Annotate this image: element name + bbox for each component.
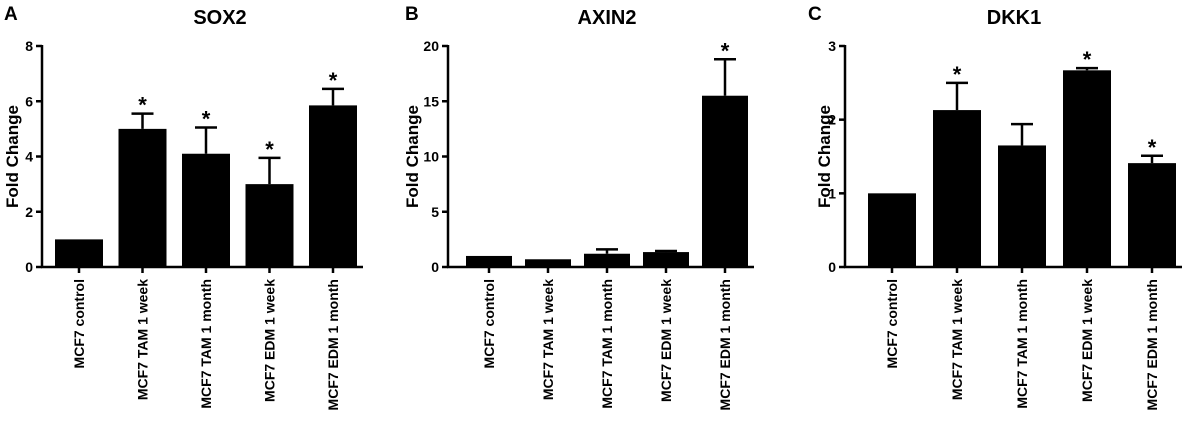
y-tick-label: 2 — [828, 112, 836, 128]
significance-marker: * — [953, 62, 962, 87]
x-tick-label: MCF7 TAM 1 month — [599, 279, 615, 409]
significance-marker: * — [721, 38, 730, 63]
chart-title: DKK1 — [987, 7, 1041, 29]
x-tick-label: MCF7 TAM 1 week — [135, 279, 151, 400]
y-tick-label: 3 — [828, 38, 836, 54]
bar — [466, 255, 512, 267]
bar — [182, 153, 230, 267]
bar — [245, 184, 294, 267]
panel-letter: C — [808, 4, 822, 25]
x-tick-label: MCF7 EDM 1 month — [325, 279, 341, 410]
bar — [309, 105, 357, 267]
bar — [584, 253, 630, 267]
x-tick-label: MCF7 EDM 1 month — [717, 279, 733, 410]
panel-letter: B — [405, 4, 419, 25]
x-tick-label: MCF7 TAM 1 month — [198, 279, 214, 409]
x-tick-label: MCF7 EDM 1 month — [1144, 279, 1160, 410]
bar — [933, 110, 981, 267]
x-tick-label: MCF7 TAM 1 month — [1014, 279, 1030, 409]
y-tick-label: 4 — [25, 149, 33, 165]
significance-marker: * — [329, 68, 338, 93]
significance-marker: * — [265, 137, 274, 162]
bar — [1063, 70, 1111, 267]
y-tick-label: 1 — [828, 185, 836, 201]
y-tick-label: 6 — [25, 93, 33, 109]
y-axis-label: Fold Change — [815, 105, 834, 208]
x-tick-label: MCF7 control — [884, 279, 900, 368]
bar — [998, 145, 1046, 267]
bar — [525, 259, 571, 267]
x-tick-label: MCF7 TAM 1 week — [949, 279, 965, 400]
bar — [702, 95, 748, 267]
bar — [118, 128, 167, 267]
y-axis-label: Fold Change — [403, 105, 422, 208]
y-tick-label: 5 — [431, 204, 439, 220]
chart-title: AXIN2 — [578, 7, 637, 29]
x-tick-label: MCF7 control — [481, 279, 497, 368]
x-tick-label: MCF7 EDM 1 week — [1079, 279, 1095, 402]
y-tick-label: 20 — [423, 38, 439, 54]
y-tick-label: 0 — [431, 259, 439, 275]
significance-marker: * — [1083, 47, 1092, 72]
y-tick-label: 0 — [828, 259, 836, 275]
significance-marker: * — [1148, 135, 1157, 160]
bar — [868, 193, 916, 267]
bar — [55, 239, 103, 267]
bar — [1128, 163, 1176, 267]
x-tick-label: MCF7 EDM 1 week — [658, 279, 674, 402]
bar — [643, 252, 689, 267]
x-tick-label: MCF7 control — [71, 279, 87, 368]
significance-marker: * — [202, 106, 211, 131]
panel-letter: A — [4, 4, 18, 25]
y-tick-label: 0 — [25, 259, 33, 275]
chart-title: SOX2 — [193, 7, 246, 29]
x-tick-label: MCF7 EDM 1 week — [262, 279, 278, 402]
y-tick-label: 15 — [423, 93, 439, 109]
x-tick-label: MCF7 TAM 1 week — [540, 279, 556, 400]
significance-marker: * — [138, 93, 147, 118]
y-tick-label: 8 — [25, 38, 33, 54]
y-tick-label: 10 — [423, 149, 439, 165]
y-tick-label: 2 — [25, 204, 33, 220]
y-axis-label: Fold Change — [3, 105, 22, 208]
